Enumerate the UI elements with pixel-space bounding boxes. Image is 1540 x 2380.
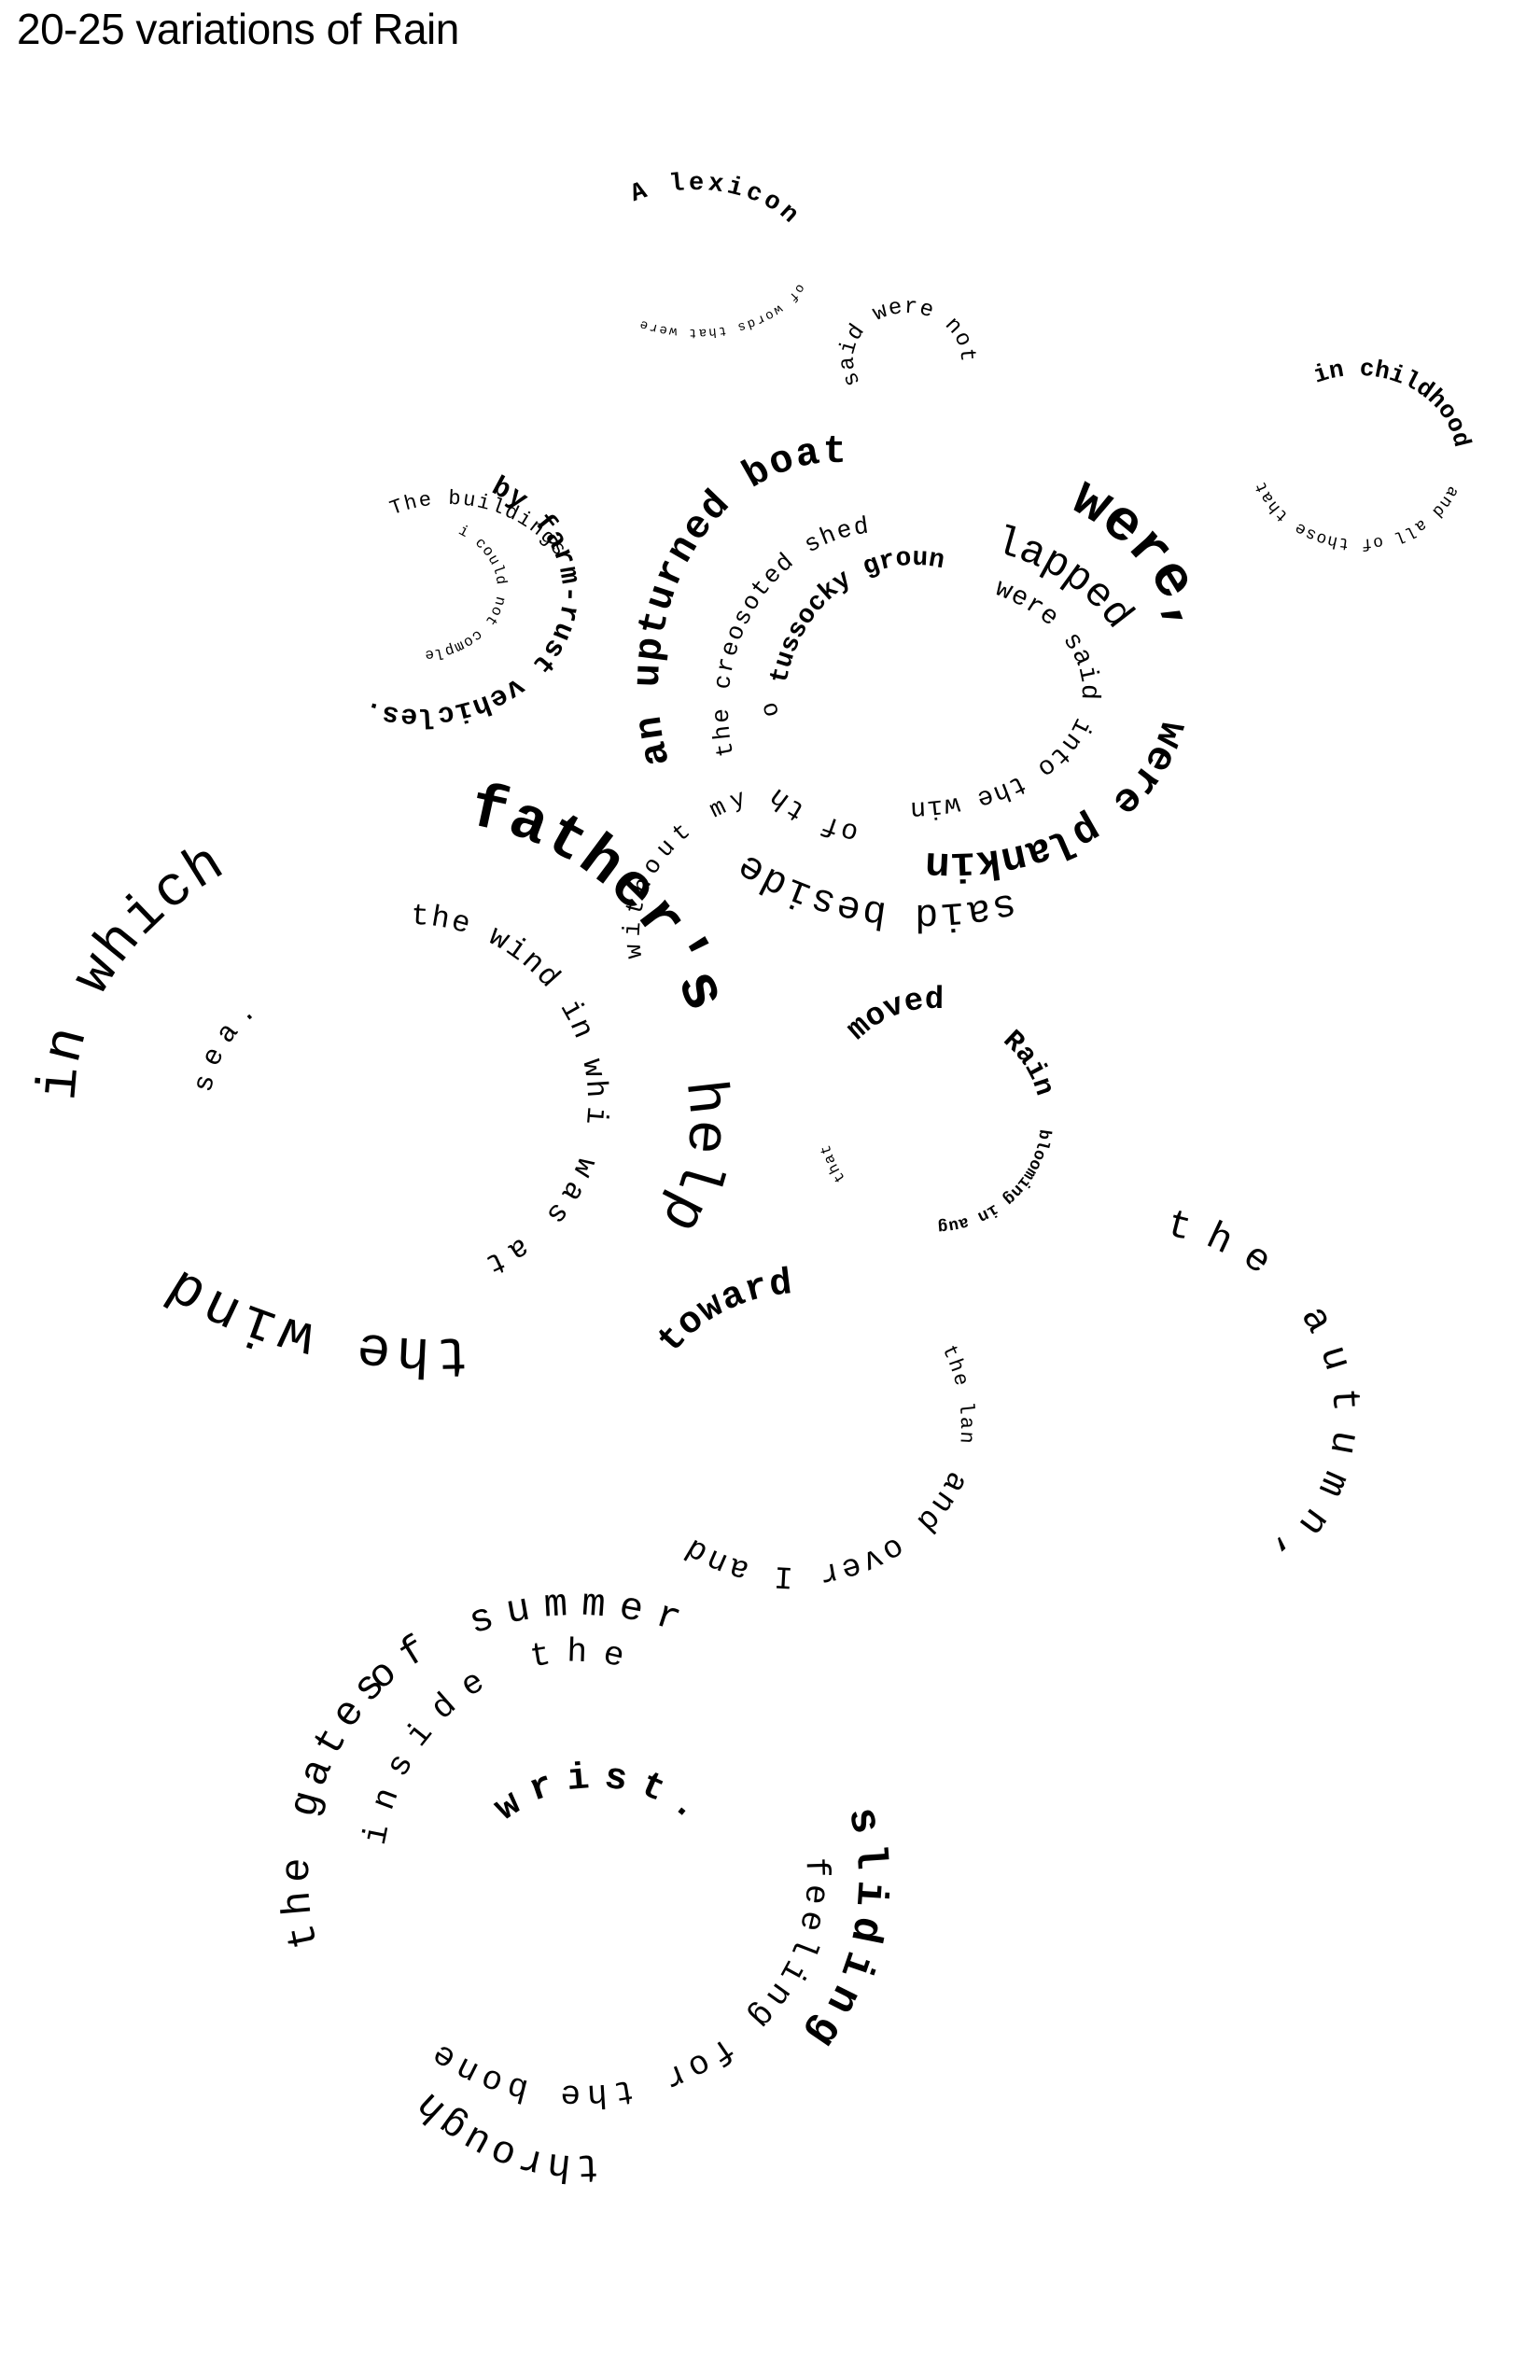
- poem-phrase-text: Rain: [996, 1025, 1059, 1099]
- poem-phrase-text: were said into the wind: [0, 0, 1102, 823]
- poem-phrase-blooming-in-august: blooming in august: [0, 0, 1054, 1236]
- poem-phrase-and-over-i-and: and over I and: [678, 1465, 974, 1593]
- poem-phrase-were-said-into-the-wind: were said into the wind: [0, 0, 1103, 823]
- poem-phrase-text: feeling for the bone: [421, 1856, 831, 2114]
- poem-phrase-the-autumn: the autumn,: [1162, 1202, 1368, 1589]
- poem-phrase-text: the land: [0, 0, 976, 1446]
- poem-phrase-feeling-for-the-bone: feeling for the bone: [421, 1856, 836, 2114]
- poem-phrase-text: toward: [650, 1263, 794, 1363]
- poem-phrase-the-wind: the wind: [152, 1252, 469, 1385]
- poem-phrase-were: were,: [1060, 465, 1225, 641]
- poem-phrase-of-words-that-were: of words that were: [637, 281, 808, 340]
- poem-phrase-text: tussocky ground,: [0, 0, 946, 686]
- poem-phrase-text: were,: [1060, 465, 1225, 641]
- poem-phrase-sea: sea.: [189, 990, 271, 1096]
- poem-phrase-a-lexicon: A lexicon: [627, 170, 806, 232]
- poem-phrase-text: wrist.: [487, 1757, 705, 1838]
- poem-phrase-text: that: [817, 1141, 848, 1185]
- poem-phrase-text: A lexicon: [627, 170, 803, 232]
- poem-phrase-i-could-not-complete: i could not complete: [0, 0, 510, 664]
- poem-phrase-and-all-of-those-that: and all of those that: [1252, 478, 1463, 553]
- poem-phrase-text: the autumn,: [1162, 1202, 1351, 1589]
- poem-phrase-text: and all of those that: [1252, 478, 1462, 553]
- poem-phrase-text: i was at: [473, 1105, 606, 1285]
- poem-phrase-tussocky-ground: tussocky ground,: [0, 0, 946, 686]
- poem-phrase-text: said were not: [835, 295, 979, 391]
- poem-phrase-text: blooming in august: [0, 0, 1054, 1236]
- poem-phrase-i-was-at: i was at: [473, 1105, 613, 1285]
- page-title: 20-25 variations of Rain: [17, 5, 459, 53]
- poem-phrase-text: in childhood,: [0, 0, 1476, 450]
- poem-phrase-text: i could not complete: [0, 0, 509, 664]
- poem-phrase-text: sea.: [189, 990, 261, 1096]
- poem-phrase-text: of words that were: [637, 281, 806, 340]
- poem-phrase-were-planking: were planking: [0, 0, 1196, 888]
- poem-phrase-rain: Rain: [996, 1025, 1059, 1099]
- poem-phrase-text: and over I and: [678, 1465, 972, 1593]
- poem-phrase-said-were-not: said were not: [835, 295, 980, 391]
- poem-phrase-that: that: [817, 1141, 849, 1185]
- poem-phrase-text: the wind: [152, 1252, 465, 1385]
- poem-phrase-text: moved: [841, 983, 945, 1048]
- poem-phrase-text: were planking: [0, 0, 1196, 888]
- poem-phrase-the-land: the land: [0, 0, 978, 1446]
- poem-phrase-toward: toward: [650, 1263, 795, 1363]
- poem-phrase-wrist: wrist.: [487, 1757, 718, 1838]
- poem-phrase-in-childhood: in childhood,: [0, 0, 1476, 450]
- poem-phrase-moved: moved: [841, 983, 945, 1048]
